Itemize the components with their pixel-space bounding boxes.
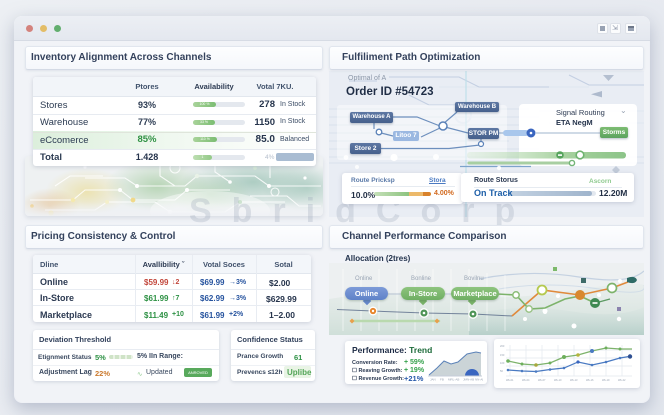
svg-text:50: 50 (500, 369, 503, 373)
svg-text:150: 150 (500, 353, 505, 357)
svg-text:JMN-AB: JMN-AB (463, 378, 474, 382)
svg-text:Wk-22: Wk-22 (618, 378, 626, 382)
svg-text:Wk-01: Wk-01 (506, 378, 514, 382)
svg-text:Wk-19: Wk-19 (602, 378, 610, 382)
svg-text:JAN: JAN (430, 378, 436, 382)
svg-text:Wk-13: Wk-13 (570, 378, 578, 382)
svg-text:Wk-04: Wk-04 (522, 378, 530, 382)
svg-text:Wk-10: Wk-10 (554, 378, 562, 382)
svg-text:NN-AB: NN-AB (475, 378, 483, 382)
svg-text:FB: FB (440, 378, 444, 382)
svg-text:Wk-16: Wk-16 (586, 378, 594, 382)
svg-text:MRL-AB: MRL-AB (448, 378, 459, 382)
svg-text:Wk-07: Wk-07 (538, 378, 546, 382)
svg-text:200: 200 (500, 344, 505, 348)
svg-text:100: 100 (500, 361, 505, 365)
